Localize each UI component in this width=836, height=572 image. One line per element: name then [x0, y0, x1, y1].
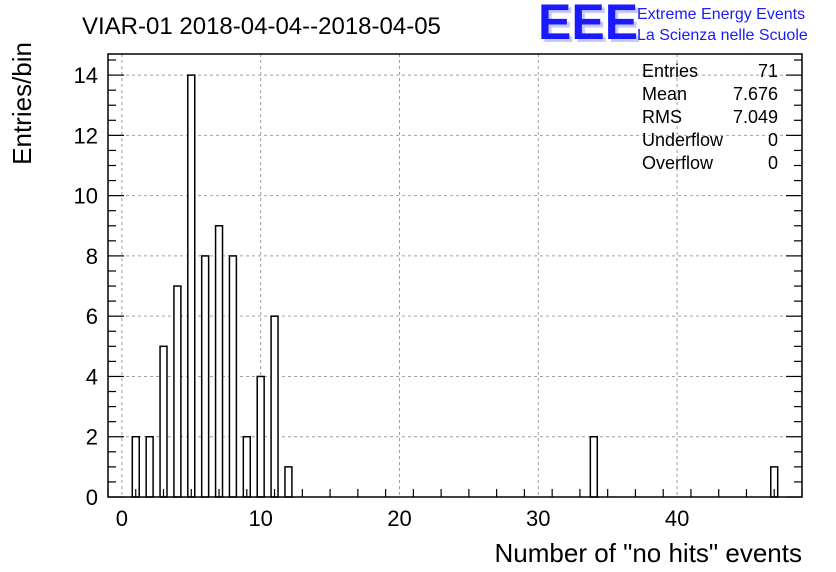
y-tick-label: 2 — [86, 425, 98, 450]
logo-line-2: La Scienza nelle Scuole — [637, 27, 808, 44]
histogram-bar — [187, 74, 196, 498]
x-tick-labels: 0 10 20 30 40 — [116, 506, 690, 531]
x-tick-label: 10 — [248, 506, 272, 531]
stats-label: Underflow — [642, 130, 724, 150]
logo-line-1: Extreme Energy Events — [637, 6, 805, 23]
y-tick-label: 0 — [86, 485, 98, 510]
y-tick-label: 4 — [86, 364, 98, 389]
histogram-bar — [131, 435, 140, 498]
grid-lines — [108, 54, 802, 497]
stats-value: 0 — [768, 130, 778, 150]
histogram-bar — [242, 435, 252, 498]
x-tick-label: 20 — [387, 506, 411, 531]
histogram-bar — [159, 345, 168, 498]
stats-value: 0 — [768, 153, 778, 173]
histogram-bar — [270, 315, 279, 498]
x-tick-label: 40 — [665, 506, 689, 531]
stats-label: Mean — [642, 84, 687, 104]
x-axis-title: Number of "no hits" events — [495, 538, 803, 568]
eee-logo-mark-front: EEE — [538, 0, 638, 50]
x-tick-label: 0 — [116, 506, 128, 531]
y-tick-label: 12 — [74, 123, 98, 148]
histogram-bar — [200, 255, 210, 498]
histogram-bar — [173, 285, 182, 498]
plot-frame — [107, 53, 803, 498]
x-tick-label: 30 — [526, 506, 550, 531]
stats-box: Entries 71 Mean 7.676 RMS 7.049 Underflow 0 Over… — [642, 61, 778, 173]
axis-ticks — [107, 59, 803, 498]
y-tick-labels: 0 2 4 6 8 10 12 14 — [74, 63, 98, 510]
stats-label: RMS — [642, 107, 682, 127]
stats-label: Overflow — [642, 153, 714, 173]
histogram-bar — [589, 435, 599, 498]
y-axis-title: Entries/bin — [7, 42, 37, 165]
stats-label: Entries — [642, 61, 698, 81]
y-tick-label: 10 — [74, 184, 98, 209]
stats-value: 7.049 — [733, 107, 778, 127]
histogram-bar — [228, 255, 238, 498]
y-tick-label: 14 — [74, 63, 98, 88]
chart-title: VIAR-01 2018-04-04--2018-04-05 — [82, 13, 441, 40]
histogram-bar — [214, 225, 224, 498]
y-tick-label: 6 — [86, 304, 98, 329]
stats-value: 7.676 — [733, 84, 778, 104]
stats-value: 71 — [758, 61, 778, 81]
y-tick-label: 8 — [86, 244, 98, 269]
histogram-bar — [145, 435, 154, 498]
histogram-bar — [284, 466, 293, 498]
eee-logo: EEE EEE Extreme Energy Events La Scienza… — [538, 0, 808, 53]
histogram-bar — [256, 375, 265, 498]
eee-logo-mark: EEE — [541, 0, 641, 53]
